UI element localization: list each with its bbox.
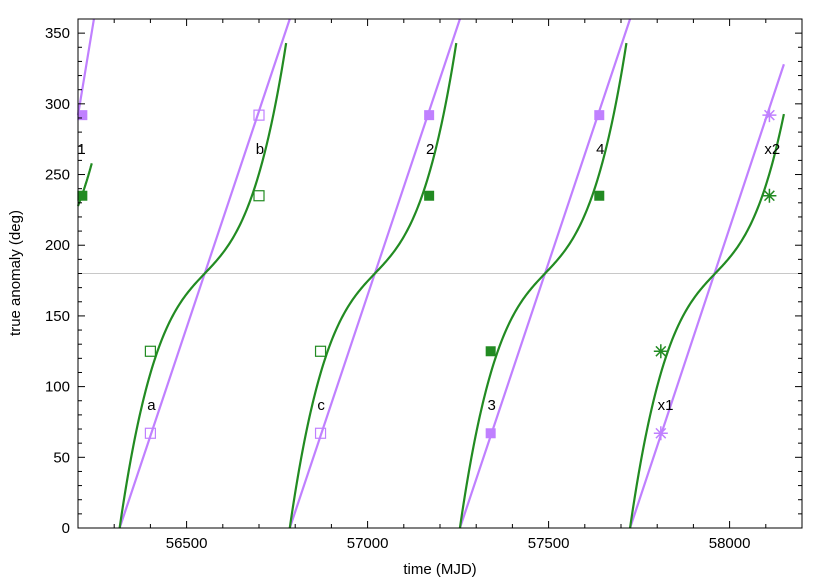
x-tick-label: 57500 <box>528 535 570 552</box>
marker-10 <box>485 428 496 439</box>
annotation-4: 4 <box>596 141 604 158</box>
marker-12 <box>594 110 605 121</box>
x-axis-label: time (MJD) <box>403 561 476 578</box>
ticks-layer: 56500 57000 57500 58000 0 50 100 150 200 250 300 35… <box>45 19 803 552</box>
marker-13 <box>594 190 605 201</box>
y-tick-label: 100 <box>45 379 70 396</box>
marker-4 <box>253 109 265 121</box>
marker-9 <box>424 190 435 201</box>
marker-1 <box>77 190 88 201</box>
marker-14 <box>653 426 668 441</box>
markers-layer <box>77 108 777 441</box>
series-line-green-4 <box>628 113 785 529</box>
annotation-x1: x1 <box>658 397 674 414</box>
y-tick-label: 200 <box>45 237 70 254</box>
annotation-a: a <box>147 397 156 414</box>
annotation-3: 3 <box>487 397 495 414</box>
marker-0 <box>77 110 88 121</box>
y-tick-label: 50 <box>53 449 70 466</box>
marker-15 <box>653 344 668 359</box>
y-tick-label: 300 <box>45 96 70 113</box>
x-tick-label: 56500 <box>166 535 208 552</box>
marker-7 <box>314 345 327 357</box>
series-line-purple-0 <box>76 18 96 116</box>
y-tick-label: 350 <box>45 25 70 42</box>
series-line-green-3 <box>458 42 628 529</box>
marker-3 <box>144 345 156 357</box>
marker-5 <box>253 190 265 202</box>
annotation-b: b <box>256 141 264 158</box>
annotations-layer: 1 b 2 4 x2 a c 3 x1 <box>77 141 780 414</box>
curves-layer <box>76 18 785 529</box>
y-axis-label: true anomaly (deg) <box>7 210 24 336</box>
marker-6 <box>314 427 327 439</box>
x-tick-label: 57000 <box>347 535 389 552</box>
marker-8 <box>424 110 435 121</box>
marker-11 <box>485 346 496 357</box>
annotation-x2: x2 <box>764 141 780 158</box>
annotation-1: 1 <box>77 141 85 158</box>
annotation-c: c <box>317 397 325 414</box>
x-tick-label: 58000 <box>709 535 751 552</box>
annotation-2: 2 <box>426 141 434 158</box>
series-line-green-2 <box>288 42 458 529</box>
series-line-purple-4 <box>629 63 785 529</box>
y-tick-label: 0 <box>62 520 70 537</box>
marker-16 <box>762 108 777 123</box>
y-tick-label: 150 <box>45 308 70 325</box>
marker-2 <box>144 427 156 439</box>
series-line-green-1 <box>118 42 288 529</box>
y-tick-label: 250 <box>45 167 70 184</box>
marker-17 <box>762 188 777 203</box>
